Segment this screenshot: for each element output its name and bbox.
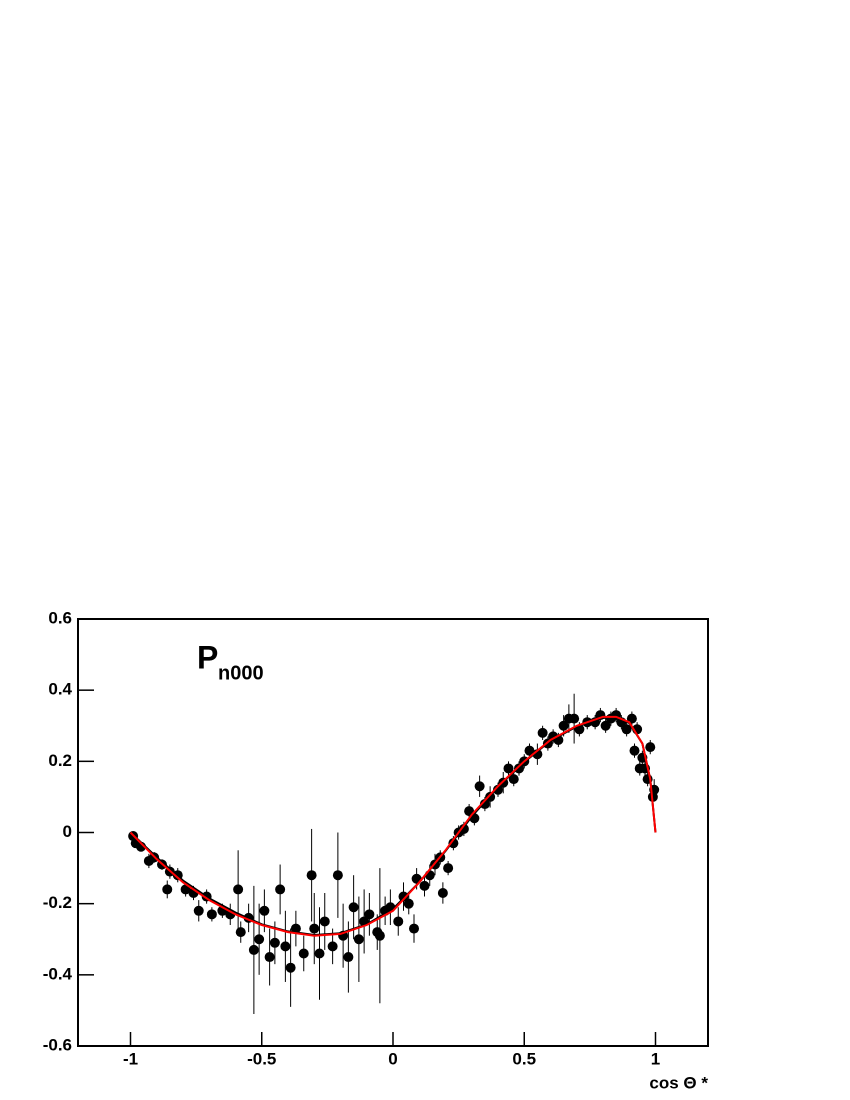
data-point [353,934,364,945]
data-point [327,941,338,952]
data-point [403,898,414,909]
data-point [248,944,259,955]
x-axis-label: cos Θ * [649,1073,708,1092]
y-tick-label: 0 [63,822,72,841]
data-point [269,937,280,948]
y-tick-label: -0.4 [43,964,73,983]
data-point [474,781,485,792]
annotation-subscript: n000 [218,662,264,684]
data-point [285,962,296,973]
data-point [409,923,419,934]
data-point [600,720,611,731]
data-point [569,713,580,724]
data-point [193,905,204,916]
y-tick-label: 0.4 [48,680,72,699]
data-point [437,887,448,898]
data-point [364,909,375,920]
data-point [374,930,385,941]
data-point [264,952,275,963]
data-point [537,727,548,738]
data-point [393,916,404,927]
y-tick-label: -0.6 [43,1035,72,1054]
data-point [621,724,632,735]
data-point [306,870,317,881]
data-point [508,774,519,785]
data-point [448,838,459,849]
data-point [503,763,514,774]
data-point [259,905,270,916]
data-point [479,799,490,810]
data-point [645,742,656,753]
x-tick-label: 1 [651,1049,660,1068]
data-point [280,941,291,952]
data-point [332,870,343,881]
data-point [275,884,286,895]
x-tick-label: -0.5 [247,1049,276,1068]
data-point [443,863,454,874]
x-tick-label: 0.5 [512,1049,536,1068]
fit-curve [129,715,657,937]
data-point [626,713,637,724]
data-point [629,745,640,756]
data-point [309,923,320,934]
data-point [319,916,330,927]
y-tick-label: 0.6 [48,608,72,627]
fit-curve [129,716,657,936]
data-point [206,909,217,920]
data-point [419,880,430,891]
data-point [524,745,535,756]
data-point [254,934,265,945]
data-point [314,948,325,959]
y-tick-label: 0.2 [48,751,72,770]
x-tick-label: -1 [123,1049,138,1068]
y-tick-label: -0.2 [43,893,72,912]
data-point [398,891,409,902]
data-point [290,923,301,934]
data-point [493,784,503,795]
data-point [298,948,309,959]
data-point [162,884,173,895]
data-point [235,927,246,938]
plot-frame [77,618,709,1047]
data-point [348,902,359,913]
data-point [558,720,569,731]
data-point [343,952,354,963]
annotation: P [197,639,218,675]
x-tick-label: 0 [388,1049,397,1068]
data-point [233,884,244,895]
